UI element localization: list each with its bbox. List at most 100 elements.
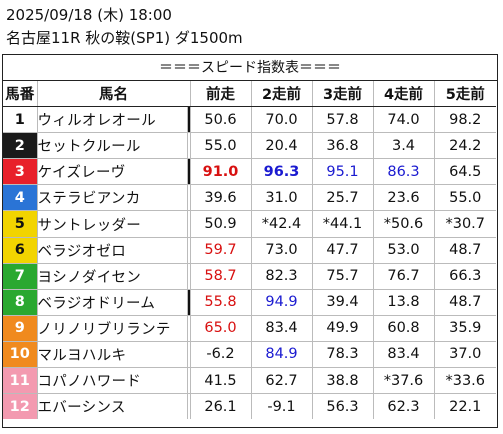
horse-name: ヨシノダイセン [37,263,188,290]
speed-4back: *50.6 [373,210,435,238]
speed-3back: 36.8 [312,132,374,160]
horse-number: 1 [3,106,38,134]
speed-last: 65.0 [190,315,252,342]
speed-2back: -9.1 [251,393,313,420]
speed-5back: 98.2 [434,106,496,134]
speed-last: 50.6 [190,106,252,134]
last-race-marker [187,237,191,264]
speed-4back: 86.3 [373,158,435,186]
horse-number: 10 [3,341,38,369]
table-row: 2 セットクルール 55.0 20.4 36.8 3.4 24.2 [3,132,496,160]
last-race-marker [187,263,191,290]
table-row: 5 サントレッダー 50.9 *42.4 *44.1 *50.6 *30.7 [3,210,496,238]
speed-5back: 55.0 [434,184,496,212]
table-row: 7 ヨシノダイセン 58.7 82.3 75.7 76.7 66.3 [3,263,496,290]
horse-name: ベラジオドリーム [37,289,188,316]
speed-last: 55.8 [190,289,252,316]
speed-4back: 76.7 [373,263,435,290]
speed-2back: 94.9 [251,289,313,316]
speed-2back: 96.3 [251,158,313,186]
table-row: 1 ウィルオレオール 50.6 70.0 57.8 74.0 98.2 [3,106,496,134]
speed-2back: *42.4 [251,210,313,238]
speed-2back: 31.0 [251,184,313,212]
speed-3back: 38.8 [312,367,374,395]
col-header-5back: 5走前 [434,81,496,108]
table-banner: ＝＝＝スピード指数表＝＝＝ [3,55,497,81]
table-row: 9 ノリノリブリランテ 65.0 83.4 49.9 60.8 35.9 [3,315,496,342]
last-race-marker [187,289,191,316]
speed-5back: 48.7 [434,289,496,316]
horse-number: 9 [3,315,38,342]
horse-number: 2 [3,132,38,160]
horse-name: コパノハワード [37,367,188,395]
speed-4back: 3.4 [373,132,435,160]
speed-3back: 49.9 [312,315,374,342]
speed-last: 50.9 [190,210,252,238]
last-race-marker [187,132,191,160]
horse-name: ケイズレーヴ [37,158,188,186]
speed-last: 58.7 [190,263,252,290]
horse-number: 4 [3,184,38,212]
speed-4back: 23.6 [373,184,435,212]
speed-4back: 53.0 [373,237,435,264]
horse-number: 6 [3,237,38,264]
horse-number: 5 [3,210,38,238]
speed-2back: 62.7 [251,367,313,395]
horse-number: 11 [3,367,38,395]
col-header-4back: 4走前 [373,81,435,108]
speed-3back: 95.1 [312,158,374,186]
speed-3back: 39.4 [312,289,374,316]
last-race-marker [187,106,191,134]
speed-5back: 37.0 [434,341,496,369]
speed-2back: 82.3 [251,263,313,290]
horse-name: ベラジオゼロ [37,237,188,264]
horse-name: ステラビアンカ [37,184,188,212]
speed-5back: 22.1 [449,398,482,415]
speed-3back: 78.3 [312,341,374,369]
speed-last: -6.2 [190,341,252,369]
speed-4back: 83.4 [373,341,435,369]
col-header-2back: 2走前 [251,81,313,108]
horse-name: ノリノリブリランテ [37,315,188,342]
speed-last: 91.0 [190,158,252,186]
table-row: 10 マルヨハルキ -6.2 84.9 78.3 83.4 37.0 [3,341,496,369]
speed-last: 26.1 [190,393,252,420]
speed-last: 41.5 [190,367,252,395]
last-race-marker [187,315,191,342]
table-row: 6 ベラジオゼロ 59.7 73.0 47.7 53.0 48.7 [3,237,496,264]
last-race-marker [187,341,191,369]
speed-5back: *30.7 [434,210,496,238]
speed-2back: 73.0 [251,237,313,264]
horse-name: マルヨハルキ [37,341,188,369]
horse-name: サントレッダー [37,210,188,238]
speed-2back: 70.0 [251,106,313,134]
speed-2back: 20.4 [251,132,313,160]
horse-name: セットクルール [37,132,188,160]
horse-number: 3 [3,158,38,186]
horse-name: ウィルオレオール [37,106,188,134]
speed-3back: 47.7 [312,237,374,264]
speed-5back: *33.6 [434,367,496,395]
table-row: 11 コパノハワード 41.5 62.7 38.8 *37.6 *33.6 [3,367,496,395]
horse-name: エバーシンス [37,393,188,420]
table-row: 4 ステラビアンカ 39.6 31.0 25.7 23.6 55.0 [3,184,496,212]
speed-3back: *44.1 [312,210,374,238]
last-race-marker [187,393,191,420]
speed-last: 39.6 [190,184,252,212]
speed-2back: 83.4 [251,315,313,342]
table-row: 3 ケイズレーヴ 91.0 96.3 95.1 86.3 64.5 [3,158,496,186]
header-row: 馬番 馬名 前走 2走前 3走前 4走前 5走前 [3,81,496,108]
horse-number: 8 [3,289,38,316]
table-row: 8 ベラジオドリーム 55.8 94.9 39.4 13.8 48.7 [3,289,496,316]
last-race-marker [187,210,191,238]
speed-index-table: 馬番 馬名 前走 2走前 3走前 4走前 5走前 1 ウィルオレオール 50.6 70… [3,81,496,420]
speed-5back: 35.9 [434,315,496,342]
speed-3back: 57.8 [312,106,374,134]
speed-4back: 60.8 [373,315,435,342]
speed-last: 59.7 [190,237,252,264]
race-title: 名古屋11R 秋の鞍(SP1) ダ1500m [6,29,243,47]
speed-4back: 13.8 [373,289,435,316]
col-header-name: 馬名 [37,81,191,108]
last-race-marker [187,184,191,212]
speed-5back: 24.2 [434,132,496,160]
